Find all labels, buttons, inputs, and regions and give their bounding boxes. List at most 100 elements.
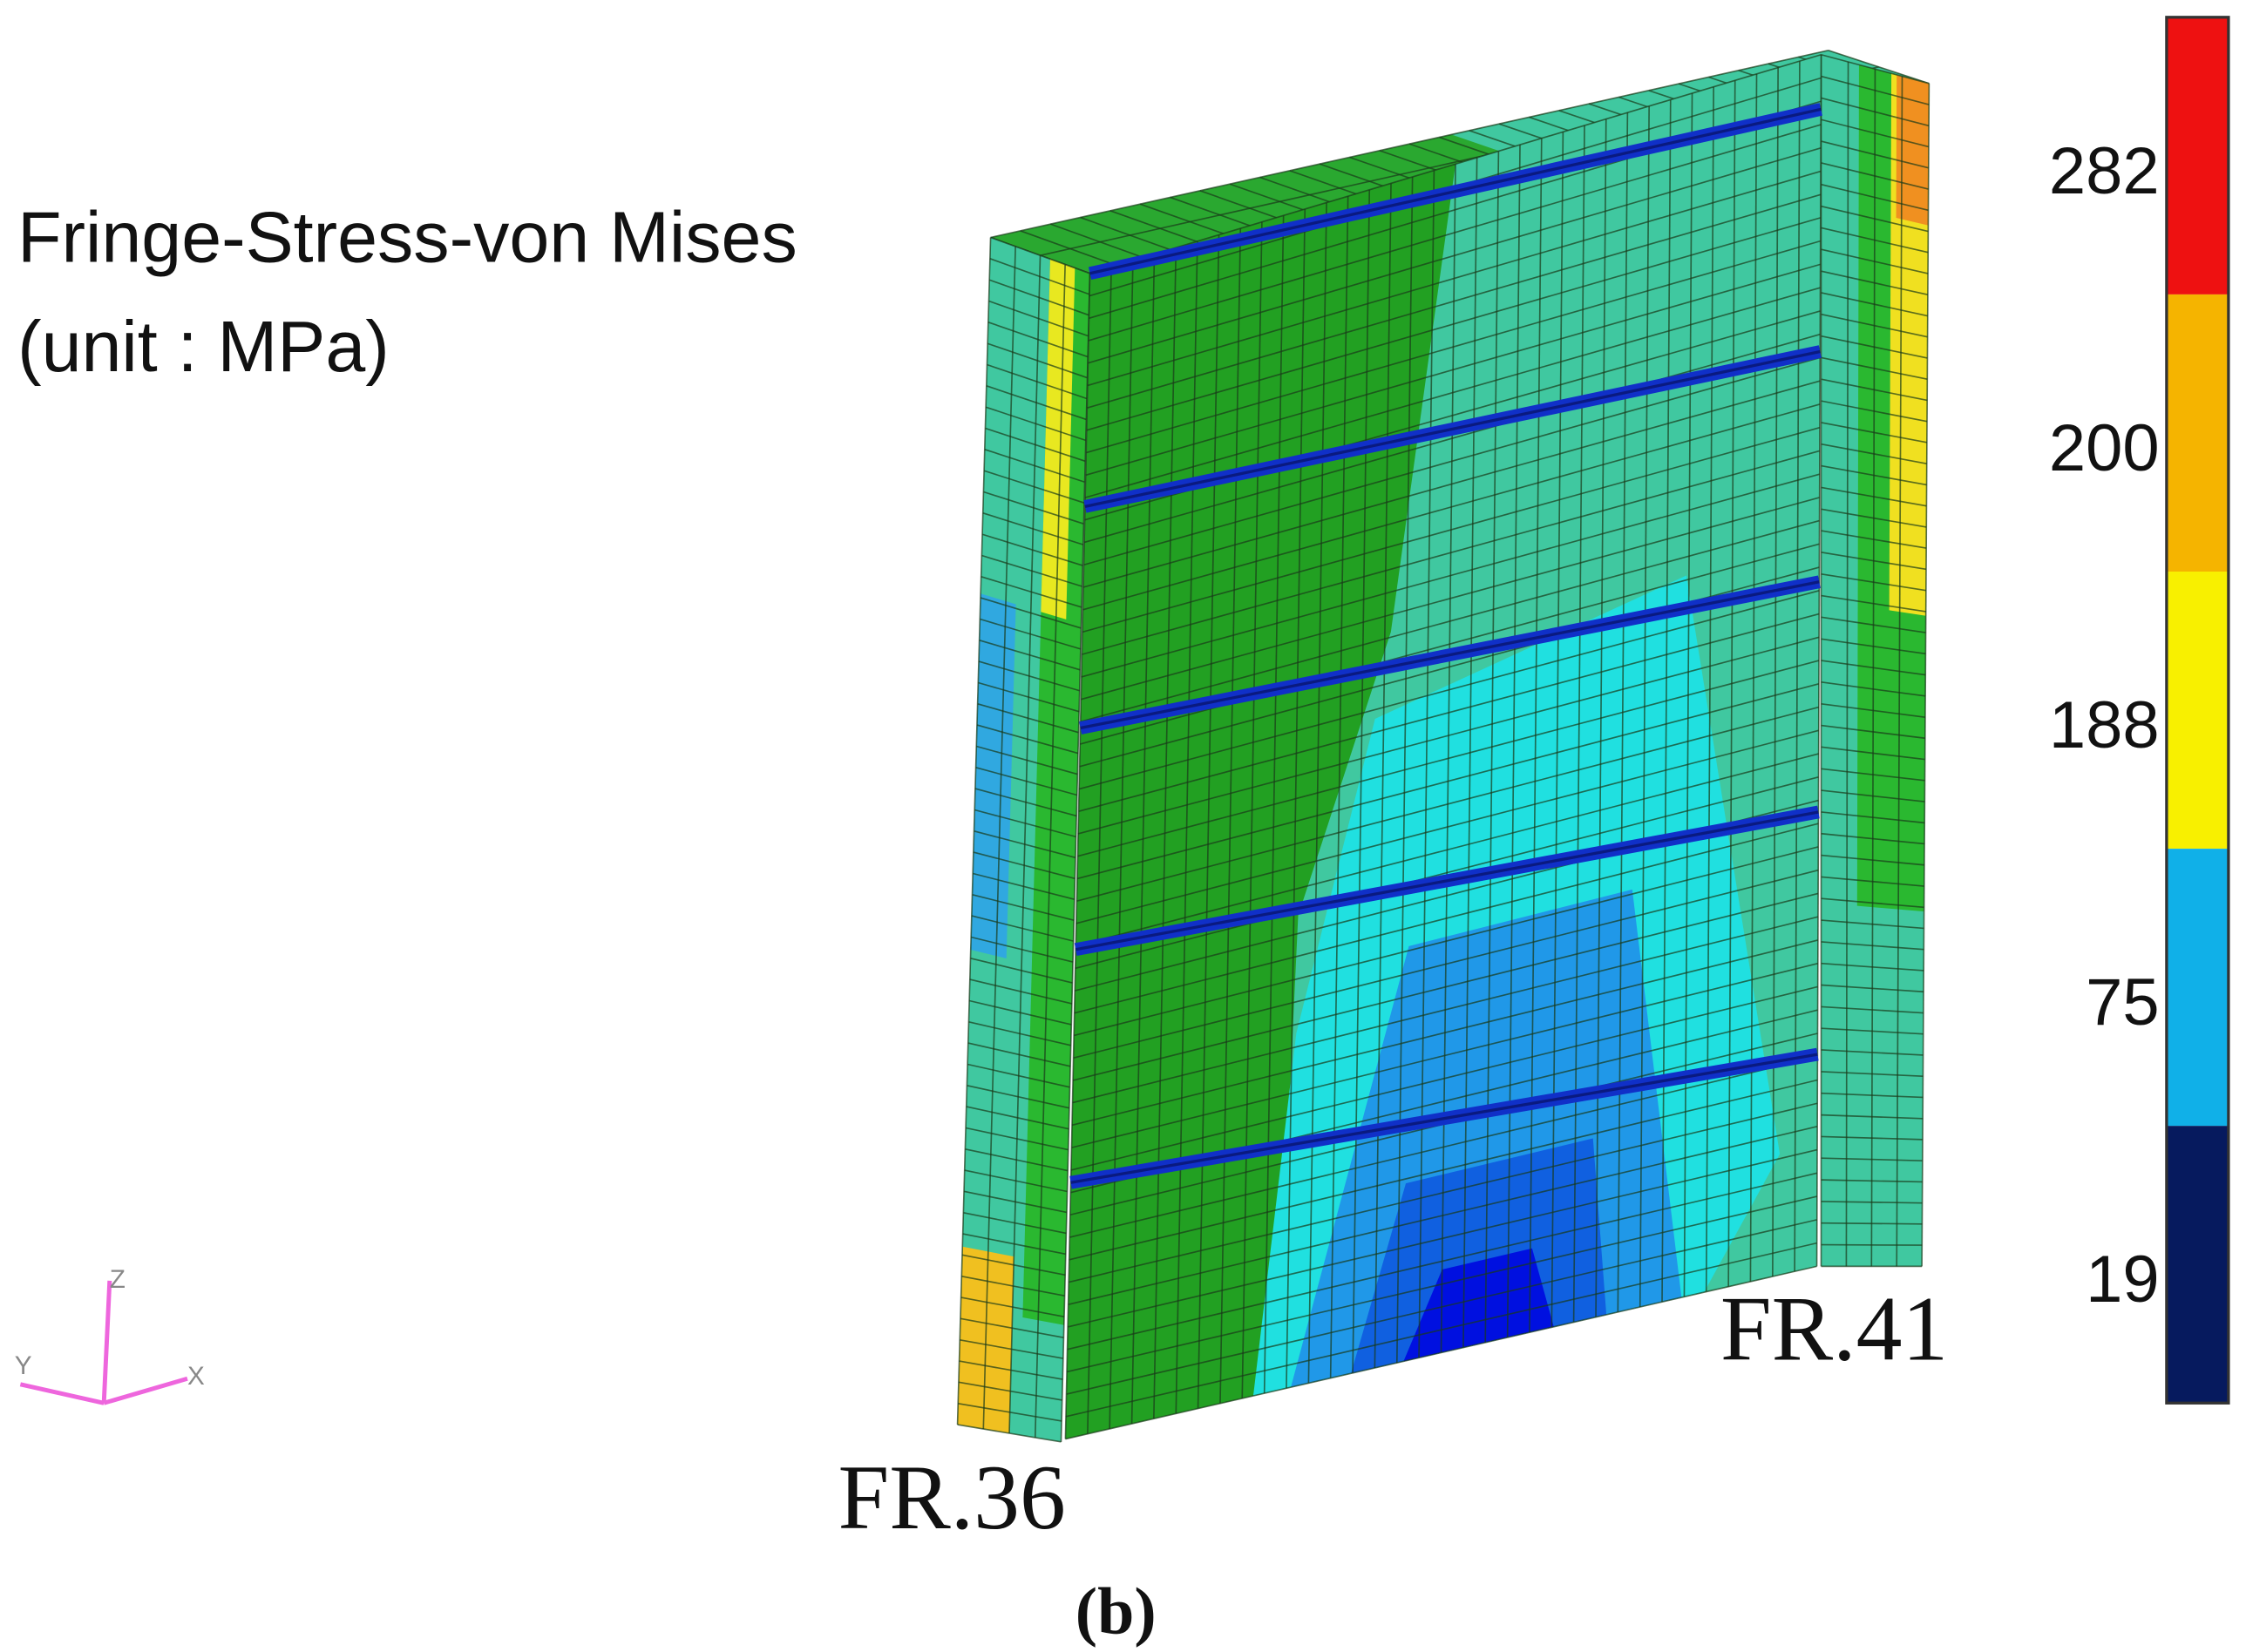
mesh-line xyxy=(1067,1172,1818,1351)
mesh-line xyxy=(1815,54,1822,1267)
mesh-line xyxy=(965,1148,1069,1172)
mesh-line xyxy=(979,639,1081,671)
mesh-line xyxy=(1821,378,1928,402)
mesh-line xyxy=(1076,683,1820,880)
mesh-line xyxy=(1085,240,1821,454)
mesh-line xyxy=(1088,146,1822,364)
z-axis xyxy=(101,1280,112,1404)
mesh-line xyxy=(987,342,1088,379)
mesh-line xyxy=(1821,205,1929,233)
mesh-line xyxy=(1072,916,1819,1104)
unit-label: (unit : MPa) xyxy=(17,307,390,387)
mesh-line xyxy=(1821,1114,1924,1120)
mesh-line xyxy=(967,1063,1070,1088)
legend-swatch xyxy=(2166,17,2229,295)
mesh-line xyxy=(1821,422,1928,443)
legend-swatch xyxy=(2166,1126,2229,1404)
mesh-line xyxy=(972,893,1075,921)
mesh-line xyxy=(1067,1148,1818,1328)
mesh-line xyxy=(1065,1265,1817,1440)
mesh-line xyxy=(964,1169,1068,1193)
mesh-line xyxy=(1088,124,1822,342)
mesh-line xyxy=(1070,985,1818,1171)
mesh-line xyxy=(968,999,1072,1026)
mesh-line xyxy=(970,936,1074,963)
mesh-line xyxy=(1077,660,1820,857)
mesh-line xyxy=(1821,1135,1923,1141)
mesh-line xyxy=(981,575,1082,608)
mesh-line xyxy=(978,681,1080,713)
mesh-line xyxy=(973,851,1076,880)
mesh-line xyxy=(1081,497,1820,701)
mesh-line xyxy=(971,915,1074,942)
color-legend: 282 200 188 75 19 xyxy=(2049,16,2230,1405)
mesh-line xyxy=(1083,356,1821,566)
mesh-line xyxy=(1821,162,1929,190)
mesh-line xyxy=(1072,892,1819,1081)
mesh-line xyxy=(1821,1005,1924,1014)
mesh-line xyxy=(1066,1195,1818,1373)
mesh-line xyxy=(1078,613,1820,812)
mesh-line xyxy=(980,597,1082,629)
mesh-line xyxy=(1821,464,1927,486)
mesh-line xyxy=(1821,1071,1924,1078)
mesh-line xyxy=(1821,508,1927,528)
mesh-line xyxy=(975,745,1078,775)
mesh-line xyxy=(963,1211,1067,1235)
legend-swatch xyxy=(2166,294,2229,572)
mesh-line xyxy=(1078,590,1820,790)
mesh-line xyxy=(963,1190,1068,1214)
mesh-line xyxy=(1821,292,1928,317)
mesh-line xyxy=(1821,811,1925,824)
mesh-line xyxy=(966,1106,1069,1130)
mesh-line xyxy=(1069,1102,1818,1283)
legend-label: 19 xyxy=(2086,1242,2160,1317)
stiffener-edge xyxy=(1070,1053,1818,1184)
y-label: Y xyxy=(15,1351,32,1380)
mesh-line xyxy=(1821,75,1930,105)
mesh-line xyxy=(990,236,1090,274)
mesh-line xyxy=(1084,287,1821,498)
mesh-line xyxy=(957,1424,1062,1443)
mesh-line xyxy=(1821,919,1924,930)
mesh-line xyxy=(1821,140,1929,169)
mesh-line xyxy=(1821,962,1924,972)
mesh-line xyxy=(1821,702,1926,718)
mesh-line xyxy=(975,766,1078,796)
mesh-line xyxy=(1821,1201,1923,1204)
mesh-line xyxy=(1821,486,1927,507)
x-label: X xyxy=(187,1362,205,1391)
mesh-line xyxy=(1821,1157,1923,1161)
mesh-line xyxy=(976,724,1079,755)
mesh-line xyxy=(1068,1126,1818,1305)
mesh-line xyxy=(1821,832,1925,845)
mesh-line xyxy=(1821,227,1929,254)
stiffener-edge xyxy=(1089,107,1822,275)
mesh-line xyxy=(1821,984,1924,993)
legend-label: 282 xyxy=(2049,134,2160,208)
mesh-line xyxy=(1821,572,1927,592)
mesh-line xyxy=(1089,53,1822,274)
fem-model xyxy=(956,49,1930,1443)
mesh-line xyxy=(1821,1049,1924,1056)
mesh-line xyxy=(967,1042,1071,1067)
mesh-line xyxy=(1082,403,1821,611)
mesh-line xyxy=(984,448,1085,484)
mesh-line xyxy=(1080,519,1820,723)
mesh-line xyxy=(1821,876,1924,887)
left-flange-zone xyxy=(970,593,1016,958)
mesh-line xyxy=(988,300,1089,337)
mesh-line xyxy=(965,1127,1069,1151)
mesh-line xyxy=(1073,869,1819,1060)
plot-title: Fringe-Stress-von Mises xyxy=(17,198,797,278)
mesh-line xyxy=(1071,962,1819,1148)
mesh-line xyxy=(987,322,1089,358)
mesh-line xyxy=(1821,335,1928,359)
mesh-line xyxy=(989,258,1090,295)
mesh-line xyxy=(1082,380,1821,588)
frame-label-right: FR.41 xyxy=(1720,1278,1948,1380)
mesh-line xyxy=(1821,248,1929,274)
mesh-line xyxy=(960,1297,1065,1317)
mesh-line xyxy=(1821,768,1925,782)
